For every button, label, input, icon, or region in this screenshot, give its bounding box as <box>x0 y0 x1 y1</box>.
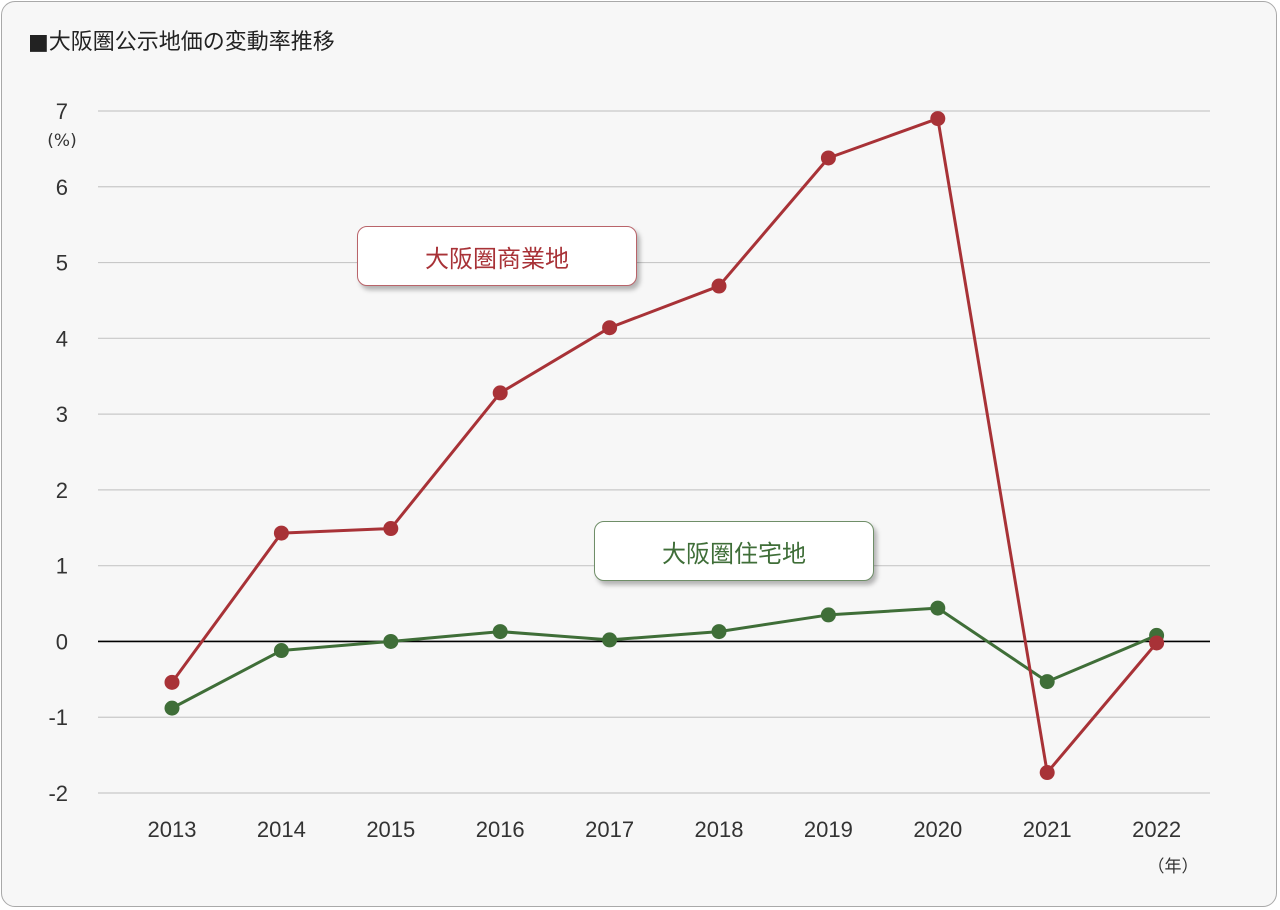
x-tick-label: 2015 <box>366 817 415 842</box>
x-tick-label: 2022 <box>1132 817 1181 842</box>
grid-lines <box>98 110 1210 794</box>
x-tick-label: 2018 <box>695 817 744 842</box>
y-tick-label: 0 <box>56 629 68 654</box>
x-tick-label: 2014 <box>257 817 306 842</box>
x-axis-unit: （年） <box>1148 857 1199 877</box>
y-axis-unit: (%) <box>47 131 76 151</box>
x-tick-label: 2020 <box>913 817 962 842</box>
legend-label-residential: 大阪圏住宅地 <box>594 521 874 581</box>
y-tick-label: 2 <box>56 478 68 503</box>
data-point <box>164 674 180 690</box>
x-tick-label: 2016 <box>476 817 525 842</box>
data-point <box>492 385 508 401</box>
data-point <box>930 111 946 127</box>
x-tick-label: 2021 <box>1023 817 1072 842</box>
series-commercial <box>164 111 1165 781</box>
y-tick-label: 5 <box>56 251 68 276</box>
data-point <box>820 150 836 166</box>
data-point <box>602 320 618 336</box>
data-point <box>1039 674 1055 690</box>
data-point <box>273 525 289 541</box>
data-point <box>711 278 727 294</box>
y-tick-label: 7 <box>56 99 68 124</box>
legend-label-commercial: 大阪圏商業地 <box>357 226 637 286</box>
data-point <box>383 521 399 537</box>
data-point <box>820 607 836 623</box>
x-axis-ticks: 2013 2014 2015 2016 2017 2018 2019 2020 2021 2022 <box>148 817 1182 842</box>
y-tick-label: 4 <box>56 326 68 351</box>
y-tick-label: 3 <box>56 402 68 427</box>
y-axis-ticks: 7 6 5 4 3 2 1 0 -1 -2 <box>48 99 68 806</box>
series <box>164 111 1165 781</box>
data-point <box>273 643 289 659</box>
data-point <box>492 624 508 640</box>
x-tick-label: 2019 <box>804 817 853 842</box>
x-tick-label: 2017 <box>585 817 634 842</box>
data-point <box>1149 635 1165 651</box>
data-point <box>930 600 946 616</box>
data-point <box>383 633 399 649</box>
y-tick-label: 6 <box>56 175 68 200</box>
data-point <box>1039 765 1055 781</box>
data-point <box>602 632 618 648</box>
chart-title: ■大阪圏公示地価の変動率推移 <box>28 30 335 55</box>
series-line <box>170 117 1158 775</box>
y-tick-label: -1 <box>48 705 68 730</box>
data-point <box>711 624 727 640</box>
series-line <box>171 606 1158 710</box>
x-tick-label: 2013 <box>148 817 197 842</box>
y-tick-label: 1 <box>56 554 68 579</box>
series-residential <box>164 600 1165 716</box>
data-point <box>164 700 180 716</box>
y-tick-label: -2 <box>48 781 68 806</box>
